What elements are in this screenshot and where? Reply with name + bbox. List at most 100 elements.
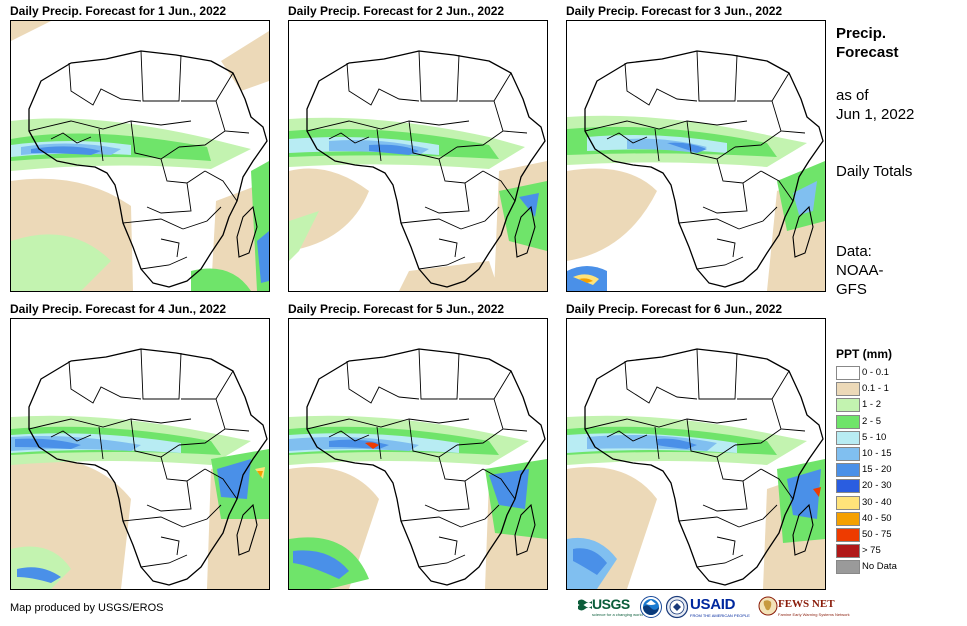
precip-area [567, 168, 657, 261]
africa-map [567, 50, 825, 291]
usgs-logo: USGS science for a changing world [578, 595, 643, 619]
country-border [456, 428, 504, 446]
country-border [122, 516, 184, 528]
forecast-map [10, 318, 270, 590]
country-border [408, 418, 458, 458]
legend-item: 5 - 10 [836, 430, 956, 446]
legend-item: 0.1 - 1 [836, 382, 956, 397]
precip-layer [289, 117, 547, 291]
madagascar-outline [514, 205, 536, 258]
country-border [418, 348, 460, 400]
country-border [624, 360, 698, 404]
precip-area [399, 261, 499, 291]
fews-tagline: Famine Early Warning Systems Network [778, 612, 850, 617]
forecast-map [10, 20, 270, 292]
country-border [696, 50, 738, 102]
country-border [771, 398, 806, 432]
country-border [140, 554, 188, 568]
country-border [482, 170, 516, 202]
usaid-logo: USAID FROM THE AMERICAN PEOPLE [690, 595, 756, 619]
state-department-seal-icon [666, 595, 688, 619]
legend-item: 2 - 5 [836, 414, 956, 430]
forecast-map [288, 20, 548, 292]
country-border [716, 536, 736, 556]
country-border [130, 120, 180, 160]
legend-label: 2 - 5 [862, 415, 882, 427]
country-border [738, 504, 778, 528]
country-border [50, 430, 92, 442]
country-border [182, 206, 222, 230]
country-border [215, 100, 250, 134]
precip-area [191, 268, 251, 291]
country-border [68, 62, 142, 106]
fews-net-logo: FEWS NET Famine Early Warning Systems Ne… [758, 595, 850, 619]
forecast-panel-day-4: Daily Precip. Forecast for 4 Jun., 2022 [10, 302, 272, 590]
country-border [606, 430, 648, 442]
country-border [734, 130, 782, 148]
usgs-wordmark: USGS [592, 596, 630, 612]
as-of-date: Jun 1, 2022 [836, 106, 915, 123]
country-border [130, 418, 180, 458]
precip-area [257, 471, 263, 477]
country-border [160, 238, 180, 258]
country-border [738, 206, 778, 230]
country-border [328, 132, 370, 144]
legend-label: > 75 [862, 545, 881, 557]
forecast-panel-day-6: Daily Precip. Forecast for 6 Jun., 2022 [566, 302, 828, 590]
country-border [424, 480, 470, 512]
legend-swatch [836, 446, 860, 461]
coastline [28, 50, 268, 288]
country-border [346, 360, 420, 404]
country-border [734, 428, 782, 446]
legend-swatch [836, 463, 860, 478]
country-border [686, 418, 736, 458]
legend-item: 50 - 75 [836, 527, 956, 543]
legend-label: 15 - 20 [862, 464, 892, 476]
country-border [696, 554, 744, 568]
usaid-wordmark: USAID [690, 596, 736, 613]
africa-map [11, 348, 269, 589]
country-border [306, 418, 470, 430]
country-border [460, 504, 500, 528]
country-border [438, 238, 458, 258]
country-border [760, 170, 794, 202]
africa-map [567, 348, 825, 589]
legend-title: PPT (mm) [836, 347, 893, 361]
precip-area [519, 193, 539, 217]
precip-area [17, 567, 61, 583]
fews-wordmark: FEWS NET [778, 598, 835, 610]
country-border [584, 418, 748, 430]
precip-area [293, 550, 349, 579]
country-border [678, 218, 740, 230]
country-border [122, 218, 184, 230]
legend-label: 1 - 2 [862, 399, 882, 411]
madagascar-outline [236, 503, 258, 556]
agency-logos: USGS science for a changing world USAID … [578, 595, 850, 621]
precip-area [667, 142, 707, 153]
precip-layer [567, 415, 825, 589]
legend-item: 1 - 2 [836, 398, 956, 413]
country-border [459, 72, 512, 102]
legend-swatch [836, 560, 860, 575]
legend-swatch [836, 544, 860, 559]
panel-title: Daily Precip. Forecast for 5 Jun., 2022 [288, 302, 505, 316]
legend-swatch [836, 414, 860, 429]
country-border [438, 536, 458, 556]
country-border [28, 120, 192, 132]
country-border [178, 130, 226, 148]
legend-swatch [836, 527, 860, 542]
legend-label: 20 - 30 [862, 480, 892, 492]
country-border [204, 468, 238, 500]
country-border [654, 128, 660, 162]
forecast-panel-day-5: Daily Precip. Forecast for 5 Jun., 2022 [288, 302, 550, 590]
country-border [702, 480, 748, 512]
forecast-map [288, 318, 548, 590]
legend-label: 0.1 - 1 [862, 383, 889, 395]
coastline [306, 348, 546, 586]
legend: 0 - 0.1 0.1 - 1 1 - 2 2 - 5 5 - 10 10 - 15 15 … [836, 366, 956, 576]
fews-globe-icon [758, 596, 778, 616]
legend-item: 40 - 50 [836, 511, 956, 527]
legend-swatch [836, 398, 860, 413]
credit-text: Map produced by USGS/EROS [10, 602, 164, 614]
country-border [716, 158, 762, 184]
